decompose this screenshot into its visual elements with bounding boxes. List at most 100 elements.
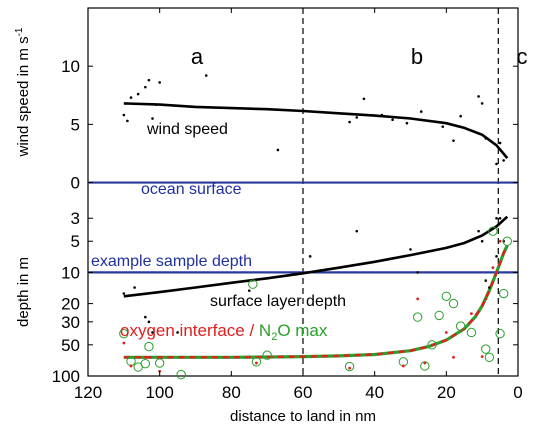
bottom-y-tick-label: 5 bbox=[71, 232, 80, 251]
surface-layer-point bbox=[122, 292, 126, 295]
n2o-max-point bbox=[466, 327, 477, 338]
oxygen-interface-point bbox=[498, 239, 502, 243]
wind-speed-point bbox=[452, 139, 455, 142]
oxygen-interface-point bbox=[129, 364, 133, 368]
n2o-max-point bbox=[495, 328, 505, 339]
oxygen-interface-point bbox=[143, 355, 147, 359]
oxygen-interface-point bbox=[452, 355, 455, 359]
oxygen-interface-point bbox=[484, 297, 488, 301]
surface-layer-point bbox=[176, 331, 179, 334]
top-y-axis-title-sup: -1 bbox=[14, 27, 25, 36]
label-separator: / bbox=[245, 321, 259, 340]
n2o-max-point bbox=[154, 358, 165, 368]
wind-speed-point bbox=[129, 96, 133, 99]
oxygen-interface-point bbox=[491, 266, 495, 270]
x-tick-label: 60 bbox=[294, 383, 313, 402]
n2o-subscript: 2 bbox=[271, 331, 277, 343]
wind-speed-point bbox=[147, 78, 151, 82]
wind-speed-point bbox=[348, 120, 351, 124]
oxygen-interface-point bbox=[122, 341, 126, 345]
n2o-max-point bbox=[455, 321, 466, 331]
wind-speed-point bbox=[136, 92, 140, 96]
wind-speed-point bbox=[459, 114, 462, 118]
n2o-N: N bbox=[259, 321, 271, 340]
top-y-axis-title: wind speed in m s-1 bbox=[14, 27, 32, 157]
region-label-a: a bbox=[191, 44, 204, 69]
wind-speed-point bbox=[495, 162, 498, 166]
n2o-max-point bbox=[412, 312, 423, 322]
x-axis-title: distance to land in nm bbox=[230, 408, 376, 425]
wind-speed-point bbox=[477, 95, 480, 98]
bottom-y-tick-label: 50 bbox=[61, 336, 80, 355]
oxygen-interface-point bbox=[423, 361, 427, 365]
bottom-y-axis-title: depth in m bbox=[15, 257, 32, 327]
n2o-max-point bbox=[448, 298, 459, 309]
fit-curves bbox=[123, 102, 509, 359]
x-tick-label: 100 bbox=[145, 383, 173, 402]
top-y-tick-label: 5 bbox=[71, 115, 80, 134]
wind-speed-point bbox=[355, 116, 359, 119]
n2o-max-point bbox=[176, 369, 186, 380]
oxygen-interface-point bbox=[416, 297, 420, 301]
n2o-max-point bbox=[262, 350, 272, 360]
region-label-b: b bbox=[411, 44, 423, 69]
n2o-max-point bbox=[251, 357, 262, 367]
surface-layer-point bbox=[488, 286, 491, 289]
n2o-max-point bbox=[481, 344, 491, 354]
bottom-y-tick-label: 30 bbox=[61, 313, 80, 332]
surface-layer-point bbox=[477, 229, 480, 233]
wind-speed-point bbox=[480, 102, 484, 105]
surface-layer-point bbox=[495, 216, 498, 220]
surface-layer-depth-label: surface layer depth bbox=[210, 293, 346, 310]
n2o-max-point bbox=[441, 291, 452, 301]
oxygen-interface-point bbox=[348, 366, 351, 370]
n2o-max-point bbox=[434, 310, 444, 321]
surface-layer-point bbox=[151, 331, 154, 334]
x-tick-label: 80 bbox=[222, 383, 241, 402]
oxygen-interface-point bbox=[401, 364, 405, 368]
wind-speed-point bbox=[276, 148, 280, 152]
bottom-y-tick-label: 10 bbox=[61, 263, 80, 282]
top-y-tick-label: 0 bbox=[71, 174, 80, 193]
x-tick-label: 120 bbox=[74, 383, 102, 402]
surface-layer-point bbox=[416, 271, 419, 274]
surface-layer-point bbox=[484, 279, 488, 282]
surface-layer-point bbox=[480, 239, 484, 243]
top-y-tick-label: 10 bbox=[61, 57, 80, 76]
wind-speed-point bbox=[405, 121, 409, 125]
n2o-max-point bbox=[344, 361, 355, 372]
wind-speed-point bbox=[151, 117, 154, 120]
oxygen-interface-point bbox=[255, 361, 258, 365]
wind-speed-label: wind speed bbox=[146, 121, 228, 138]
wind-speed-point bbox=[144, 85, 147, 89]
x-tick-label: 40 bbox=[365, 383, 384, 402]
oxygen-interface-point bbox=[444, 331, 448, 334]
wind-speed-point bbox=[362, 97, 366, 101]
oxygen-n2o-label: oxygen interface / N2O max bbox=[120, 321, 328, 343]
surface-layer-point bbox=[308, 255, 312, 258]
wind-speed-point bbox=[502, 159, 505, 162]
oxygen-interface-point bbox=[470, 312, 473, 316]
wind-speed-point bbox=[126, 119, 129, 123]
wind-speed-point bbox=[380, 113, 384, 117]
region-dividers bbox=[302, 8, 499, 376]
surface-layer-point bbox=[247, 289, 251, 292]
n2o-max-point bbox=[140, 358, 151, 369]
n2o-max-point bbox=[119, 328, 129, 339]
surface-layer-point bbox=[409, 248, 412, 251]
x-tick-label: 0 bbox=[513, 383, 522, 402]
n2o-max-point bbox=[502, 236, 512, 246]
surface-layer-point bbox=[144, 315, 147, 319]
oxygen-interface-text: oxygen interface bbox=[120, 321, 245, 340]
surface-layer-point bbox=[495, 255, 498, 258]
wind-speed-point bbox=[158, 81, 161, 84]
oxygen-interface-point bbox=[480, 355, 484, 359]
wind-speed-point bbox=[441, 125, 445, 128]
n2o-max-point bbox=[488, 226, 498, 236]
top-y-axis-title-main: wind speed in m s bbox=[15, 36, 32, 157]
n2o-max-point bbox=[248, 279, 258, 289]
n2o-max-point bbox=[484, 352, 495, 363]
n2o-max-point bbox=[144, 341, 154, 352]
data-points bbox=[119, 74, 512, 380]
